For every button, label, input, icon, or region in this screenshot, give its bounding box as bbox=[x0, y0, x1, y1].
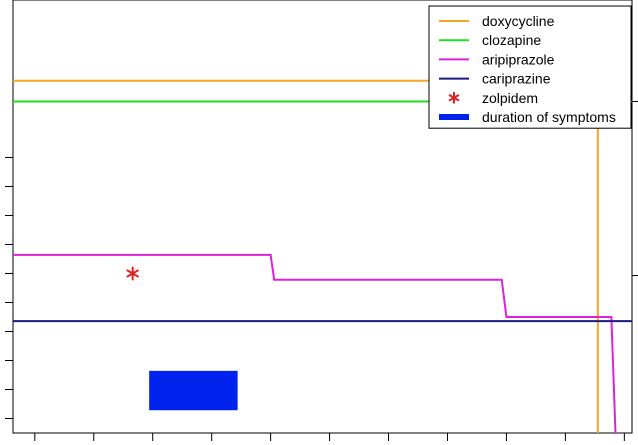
legend-label-doxycycline: doxycycline bbox=[482, 13, 555, 29]
marker-zolpidem bbox=[126, 266, 139, 281]
plot-border bbox=[12, 0, 633, 434]
series-line-aripiprazole bbox=[13, 253, 617, 434]
series-line-doxycycline bbox=[13, 79, 599, 433]
legend-label-aripiprazole: aripiprazole bbox=[482, 51, 555, 67]
legend-box bbox=[428, 5, 632, 129]
legend-key-zolpidem bbox=[448, 91, 460, 104]
legend-label-duration-of-symptoms: duration of symptoms bbox=[482, 109, 616, 125]
legend-label-clozapine: clozapine bbox=[482, 32, 541, 48]
bar-duration-of-symptoms bbox=[149, 370, 238, 411]
legend-label-cariprazine: cariprazine bbox=[482, 71, 551, 87]
legend: doxycycline clozapine aripiprazole caripraz… bbox=[428, 5, 632, 129]
plot-frame bbox=[12, 0, 633, 434]
legend-label-zolpidem: zolpidem bbox=[482, 90, 538, 106]
series-group bbox=[13, 79, 632, 434]
axis-ticks bbox=[5, 101, 638, 441]
